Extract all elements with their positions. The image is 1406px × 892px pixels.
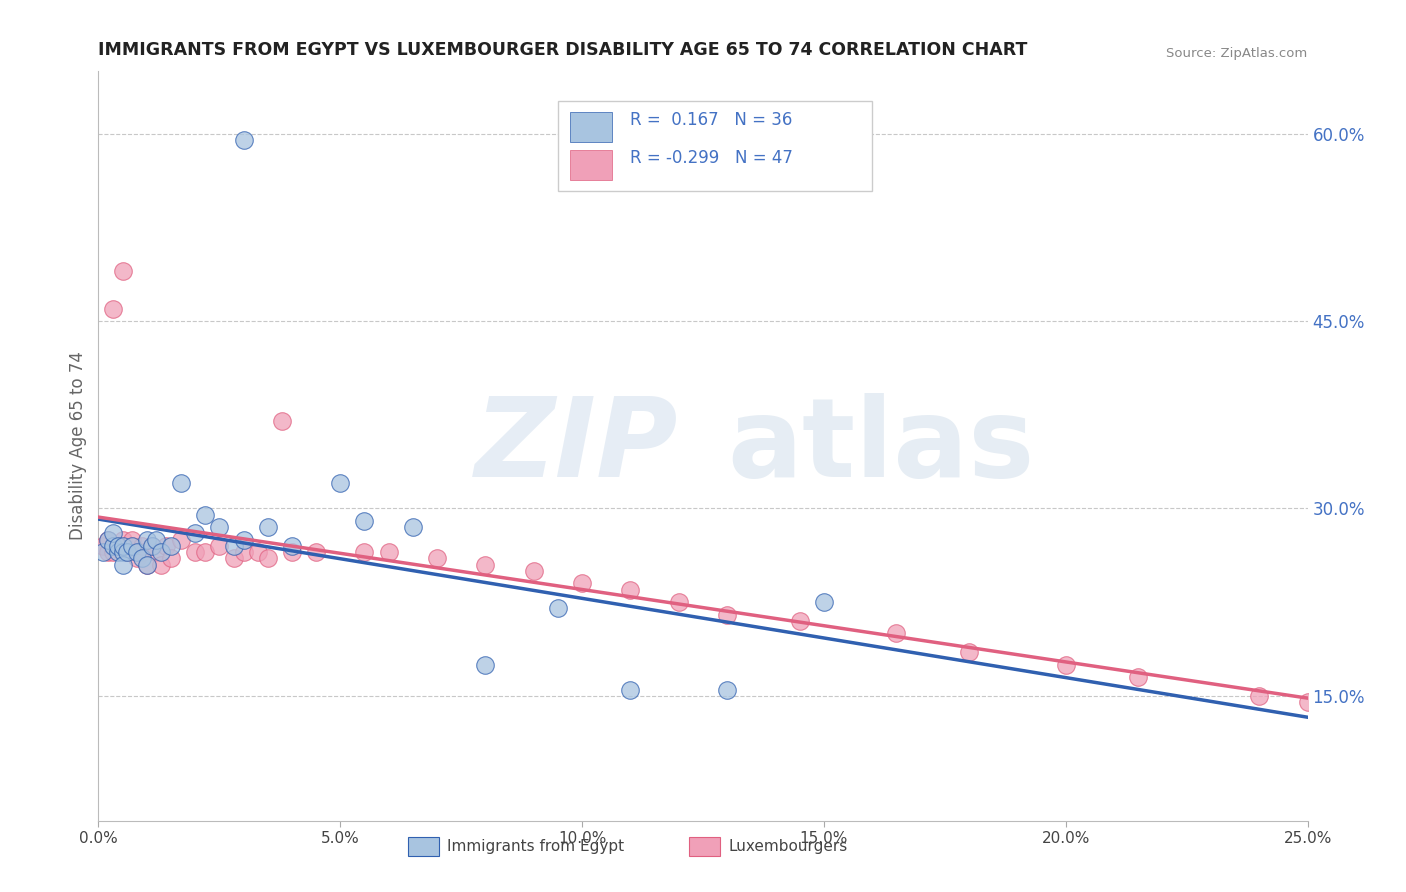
Point [426, 551, 449, 566]
Point [194, 508, 217, 522]
Point [145, 545, 167, 559]
Point [91, 539, 114, 553]
Point [281, 545, 304, 559]
Point [1296, 695, 1319, 709]
Point [789, 614, 811, 628]
Point [271, 414, 294, 428]
Point [619, 582, 641, 597]
Point [668, 595, 690, 609]
Point [107, 539, 129, 553]
Point [222, 539, 245, 553]
Point [222, 551, 245, 566]
Point [402, 520, 425, 534]
Point [281, 539, 304, 553]
Point [101, 545, 124, 559]
Point [353, 514, 375, 528]
Point [886, 626, 908, 640]
Point [256, 520, 278, 534]
Point [247, 545, 270, 559]
Point [135, 533, 157, 547]
Point [107, 545, 129, 559]
Point [232, 533, 254, 547]
Point [160, 539, 183, 553]
Point [232, 545, 254, 559]
Point [121, 539, 143, 553]
Point [208, 520, 231, 534]
Point [127, 545, 149, 559]
Point [131, 551, 153, 566]
Point [716, 682, 738, 697]
Point [813, 595, 835, 609]
Point [377, 545, 399, 559]
Point [256, 551, 278, 566]
FancyBboxPatch shape [569, 112, 613, 142]
Point [111, 533, 134, 547]
Point [571, 576, 593, 591]
Point [141, 539, 163, 553]
Point [101, 301, 124, 316]
Point [184, 526, 207, 541]
Point [305, 545, 328, 559]
Text: R =  0.167   N = 36: R = 0.167 N = 36 [630, 112, 793, 129]
Text: ZIP: ZIP [475, 392, 679, 500]
Point [111, 539, 134, 553]
FancyBboxPatch shape [558, 102, 872, 191]
Point [111, 545, 134, 559]
Point [101, 526, 124, 541]
Point [169, 533, 191, 547]
Text: Source: ZipAtlas.com: Source: ZipAtlas.com [1167, 47, 1308, 60]
Point [111, 264, 134, 278]
Point [150, 545, 173, 559]
Point [91, 545, 114, 559]
Point [131, 539, 153, 553]
Point [547, 601, 569, 615]
Point [131, 545, 153, 559]
Text: R = -0.299   N = 47: R = -0.299 N = 47 [630, 149, 793, 168]
Point [127, 551, 149, 566]
Text: atlas: atlas [727, 392, 1035, 500]
Point [184, 545, 207, 559]
Point [101, 539, 124, 553]
Point [208, 539, 231, 553]
Point [155, 539, 177, 553]
Point [97, 545, 120, 559]
Point [474, 558, 496, 572]
Point [117, 545, 139, 559]
Point [150, 558, 173, 572]
Point [160, 551, 183, 566]
Point [145, 533, 167, 547]
Point [619, 682, 641, 697]
Point [474, 657, 496, 672]
Point [1128, 670, 1150, 684]
Point [111, 558, 134, 572]
Text: Luxembourgers: Luxembourgers [728, 839, 848, 854]
Point [232, 133, 254, 147]
Point [121, 533, 143, 547]
Point [1054, 657, 1077, 672]
Point [121, 539, 143, 553]
Point [329, 476, 352, 491]
Point [107, 539, 129, 553]
Point [97, 533, 120, 547]
Point [957, 645, 980, 659]
Point [135, 558, 157, 572]
Y-axis label: Disability Age 65 to 74: Disability Age 65 to 74 [69, 351, 87, 541]
Point [135, 558, 157, 572]
Point [97, 533, 120, 547]
Point [716, 607, 738, 622]
Point [523, 564, 546, 578]
Point [141, 539, 163, 553]
Text: IMMIGRANTS FROM EGYPT VS LUXEMBOURGER DISABILITY AGE 65 TO 74 CORRELATION CHART: IMMIGRANTS FROM EGYPT VS LUXEMBOURGER DI… [98, 41, 1028, 59]
FancyBboxPatch shape [569, 150, 613, 180]
Point [117, 545, 139, 559]
Point [194, 545, 217, 559]
Point [169, 476, 191, 491]
Point [353, 545, 375, 559]
Point [1249, 689, 1271, 703]
Text: Immigrants from Egypt: Immigrants from Egypt [447, 839, 624, 854]
